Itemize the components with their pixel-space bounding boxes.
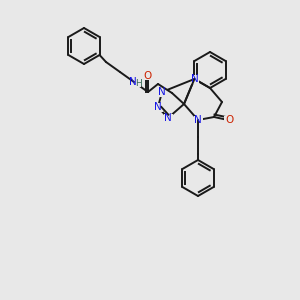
FancyBboxPatch shape xyxy=(224,116,235,124)
FancyBboxPatch shape xyxy=(194,116,202,124)
Text: N: N xyxy=(158,87,166,97)
Text: O: O xyxy=(144,71,152,81)
FancyBboxPatch shape xyxy=(143,72,153,80)
Text: O: O xyxy=(225,115,233,125)
Text: N: N xyxy=(164,113,172,123)
FancyBboxPatch shape xyxy=(164,113,172,122)
Text: N: N xyxy=(129,77,137,87)
Text: H: H xyxy=(136,79,142,88)
FancyBboxPatch shape xyxy=(190,74,199,83)
Text: N: N xyxy=(190,74,198,84)
FancyBboxPatch shape xyxy=(158,88,166,97)
Text: N: N xyxy=(194,115,202,125)
FancyBboxPatch shape xyxy=(127,77,141,86)
Text: N: N xyxy=(154,102,162,112)
FancyBboxPatch shape xyxy=(154,103,163,112)
